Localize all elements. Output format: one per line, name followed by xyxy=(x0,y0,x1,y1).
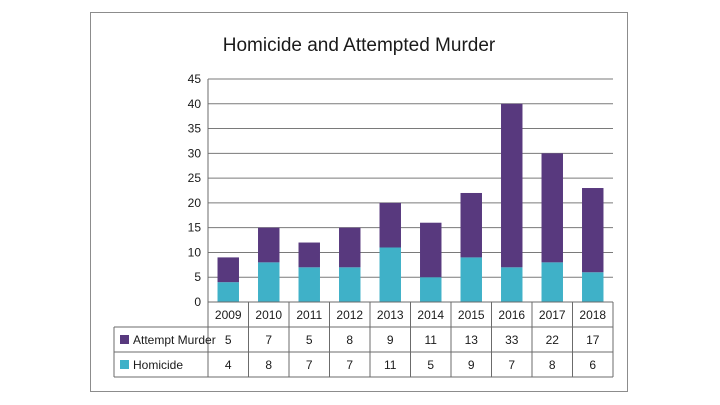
bar-segment xyxy=(298,242,320,268)
bar-segment xyxy=(541,153,563,263)
y-tick-label: 45 xyxy=(188,72,202,86)
x-tick-label: 2014 xyxy=(417,308,444,322)
bar-segment xyxy=(420,222,442,278)
bar-segment xyxy=(541,262,563,302)
bar-segment xyxy=(298,267,320,302)
data-label: 5 xyxy=(306,333,313,347)
bar-segment xyxy=(582,188,604,273)
y-axis-ticks: 0 5 10 15 20 25 30 35 40 45 xyxy=(188,72,202,309)
y-tick-label: 20 xyxy=(188,196,202,210)
data-label: 6 xyxy=(589,358,596,372)
data-label: 8 xyxy=(346,333,353,347)
y-tick-label: 40 xyxy=(188,97,202,111)
legend-swatch xyxy=(120,360,129,369)
y-tick-label: 35 xyxy=(188,122,202,136)
bar-segment xyxy=(339,267,361,302)
x-tick-label: 2015 xyxy=(458,308,485,322)
bars xyxy=(217,103,604,302)
x-tick-label: 2012 xyxy=(336,308,363,322)
data-label: 17 xyxy=(586,333,600,347)
data-label: 33 xyxy=(505,333,519,347)
x-tick-label: 2010 xyxy=(255,308,282,322)
data-label: 9 xyxy=(387,333,394,347)
bar-segment xyxy=(339,227,361,268)
data-label: 11 xyxy=(425,333,438,347)
y-tick-label: 30 xyxy=(188,146,202,160)
data-label: 8 xyxy=(265,358,272,372)
y-tick-label: 10 xyxy=(188,245,202,259)
data-label: 13 xyxy=(465,333,479,347)
data-label: 9 xyxy=(468,358,475,372)
bar-segment xyxy=(460,257,482,302)
data-label: 5 xyxy=(225,333,232,347)
bar-segment xyxy=(258,227,280,263)
x-tick-label: 2017 xyxy=(539,308,566,322)
bar-segment xyxy=(460,192,482,258)
x-tick-label: 2013 xyxy=(377,308,404,322)
data-label: 8 xyxy=(549,358,556,372)
chart-frame: Homicide and Attempted Murder 0 5 10 15 20 25… xyxy=(90,12,628,392)
x-tick-label: 2009 xyxy=(215,308,242,322)
legend-label: Attempt Murder xyxy=(133,333,216,347)
bar-segment xyxy=(420,277,442,302)
data-label: 5 xyxy=(427,358,434,372)
legend-swatch xyxy=(120,335,129,344)
y-tick-label: 5 xyxy=(194,270,201,284)
bar-segment xyxy=(501,103,523,268)
x-tick-label: 2018 xyxy=(579,308,606,322)
bar-segment xyxy=(582,272,604,302)
chart-svg: Homicide and Attempted Murder 0 5 10 15 20 25… xyxy=(113,35,614,378)
bar-segment xyxy=(379,202,401,248)
x-tick-label: 2011 xyxy=(296,308,322,322)
data-label: 7 xyxy=(346,358,353,372)
y-tick-label: 25 xyxy=(188,171,202,185)
data-table: 2009 2010 2011 2012 2013 2014 2015 2016 2017 2018… xyxy=(113,301,614,378)
bar-segment xyxy=(501,267,523,302)
bar-segment xyxy=(217,282,239,302)
bar-segment xyxy=(379,247,401,302)
data-label: 4 xyxy=(225,358,232,372)
data-label: 22 xyxy=(546,333,560,347)
x-tick-label: 2016 xyxy=(498,308,525,322)
data-label: 7 xyxy=(265,333,272,347)
data-label: 7 xyxy=(306,358,313,372)
data-label: 7 xyxy=(508,358,515,372)
y-tick-label: 15 xyxy=(188,221,202,235)
y-tick-label: 0 xyxy=(194,295,201,309)
data-label: 11 xyxy=(384,358,397,372)
bar-segment xyxy=(258,262,280,302)
chart-title: Homicide and Attempted Murder xyxy=(223,35,496,56)
bar-segment xyxy=(217,257,239,283)
legend-label: Homicide xyxy=(133,358,183,372)
